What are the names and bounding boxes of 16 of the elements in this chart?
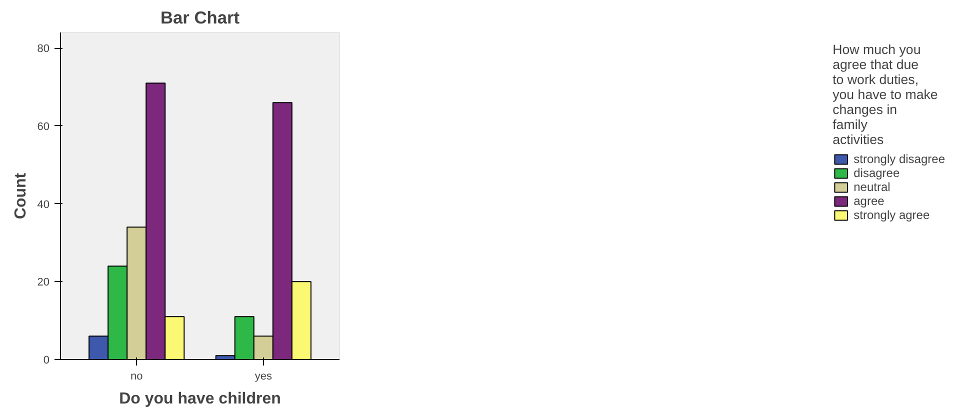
legend-label: agree [854, 194, 884, 208]
y-tick-label: 80 [37, 43, 50, 56]
chart-title: Bar Chart [160, 8, 240, 28]
y-axis-title: Count [12, 172, 30, 220]
y-tick-label: 0 [43, 354, 50, 366]
x-tick-label: no [130, 370, 143, 382]
x-tick-label: yes [254, 370, 272, 382]
y-tick-label: 60 [37, 120, 50, 133]
legend-label: disagree [854, 166, 900, 180]
y-tick-label: 40 [37, 198, 50, 211]
legend-label: strongly disagree [854, 152, 945, 166]
legend-label: strongly agree [854, 208, 930, 222]
y-tick-label: 20 [37, 276, 50, 289]
legend-title: How much you agree that due to work duties, you have to make changes in family activities [832, 42, 939, 147]
x-axis-title: Do you have children [119, 390, 281, 408]
legend-label: neutral [854, 180, 890, 194]
